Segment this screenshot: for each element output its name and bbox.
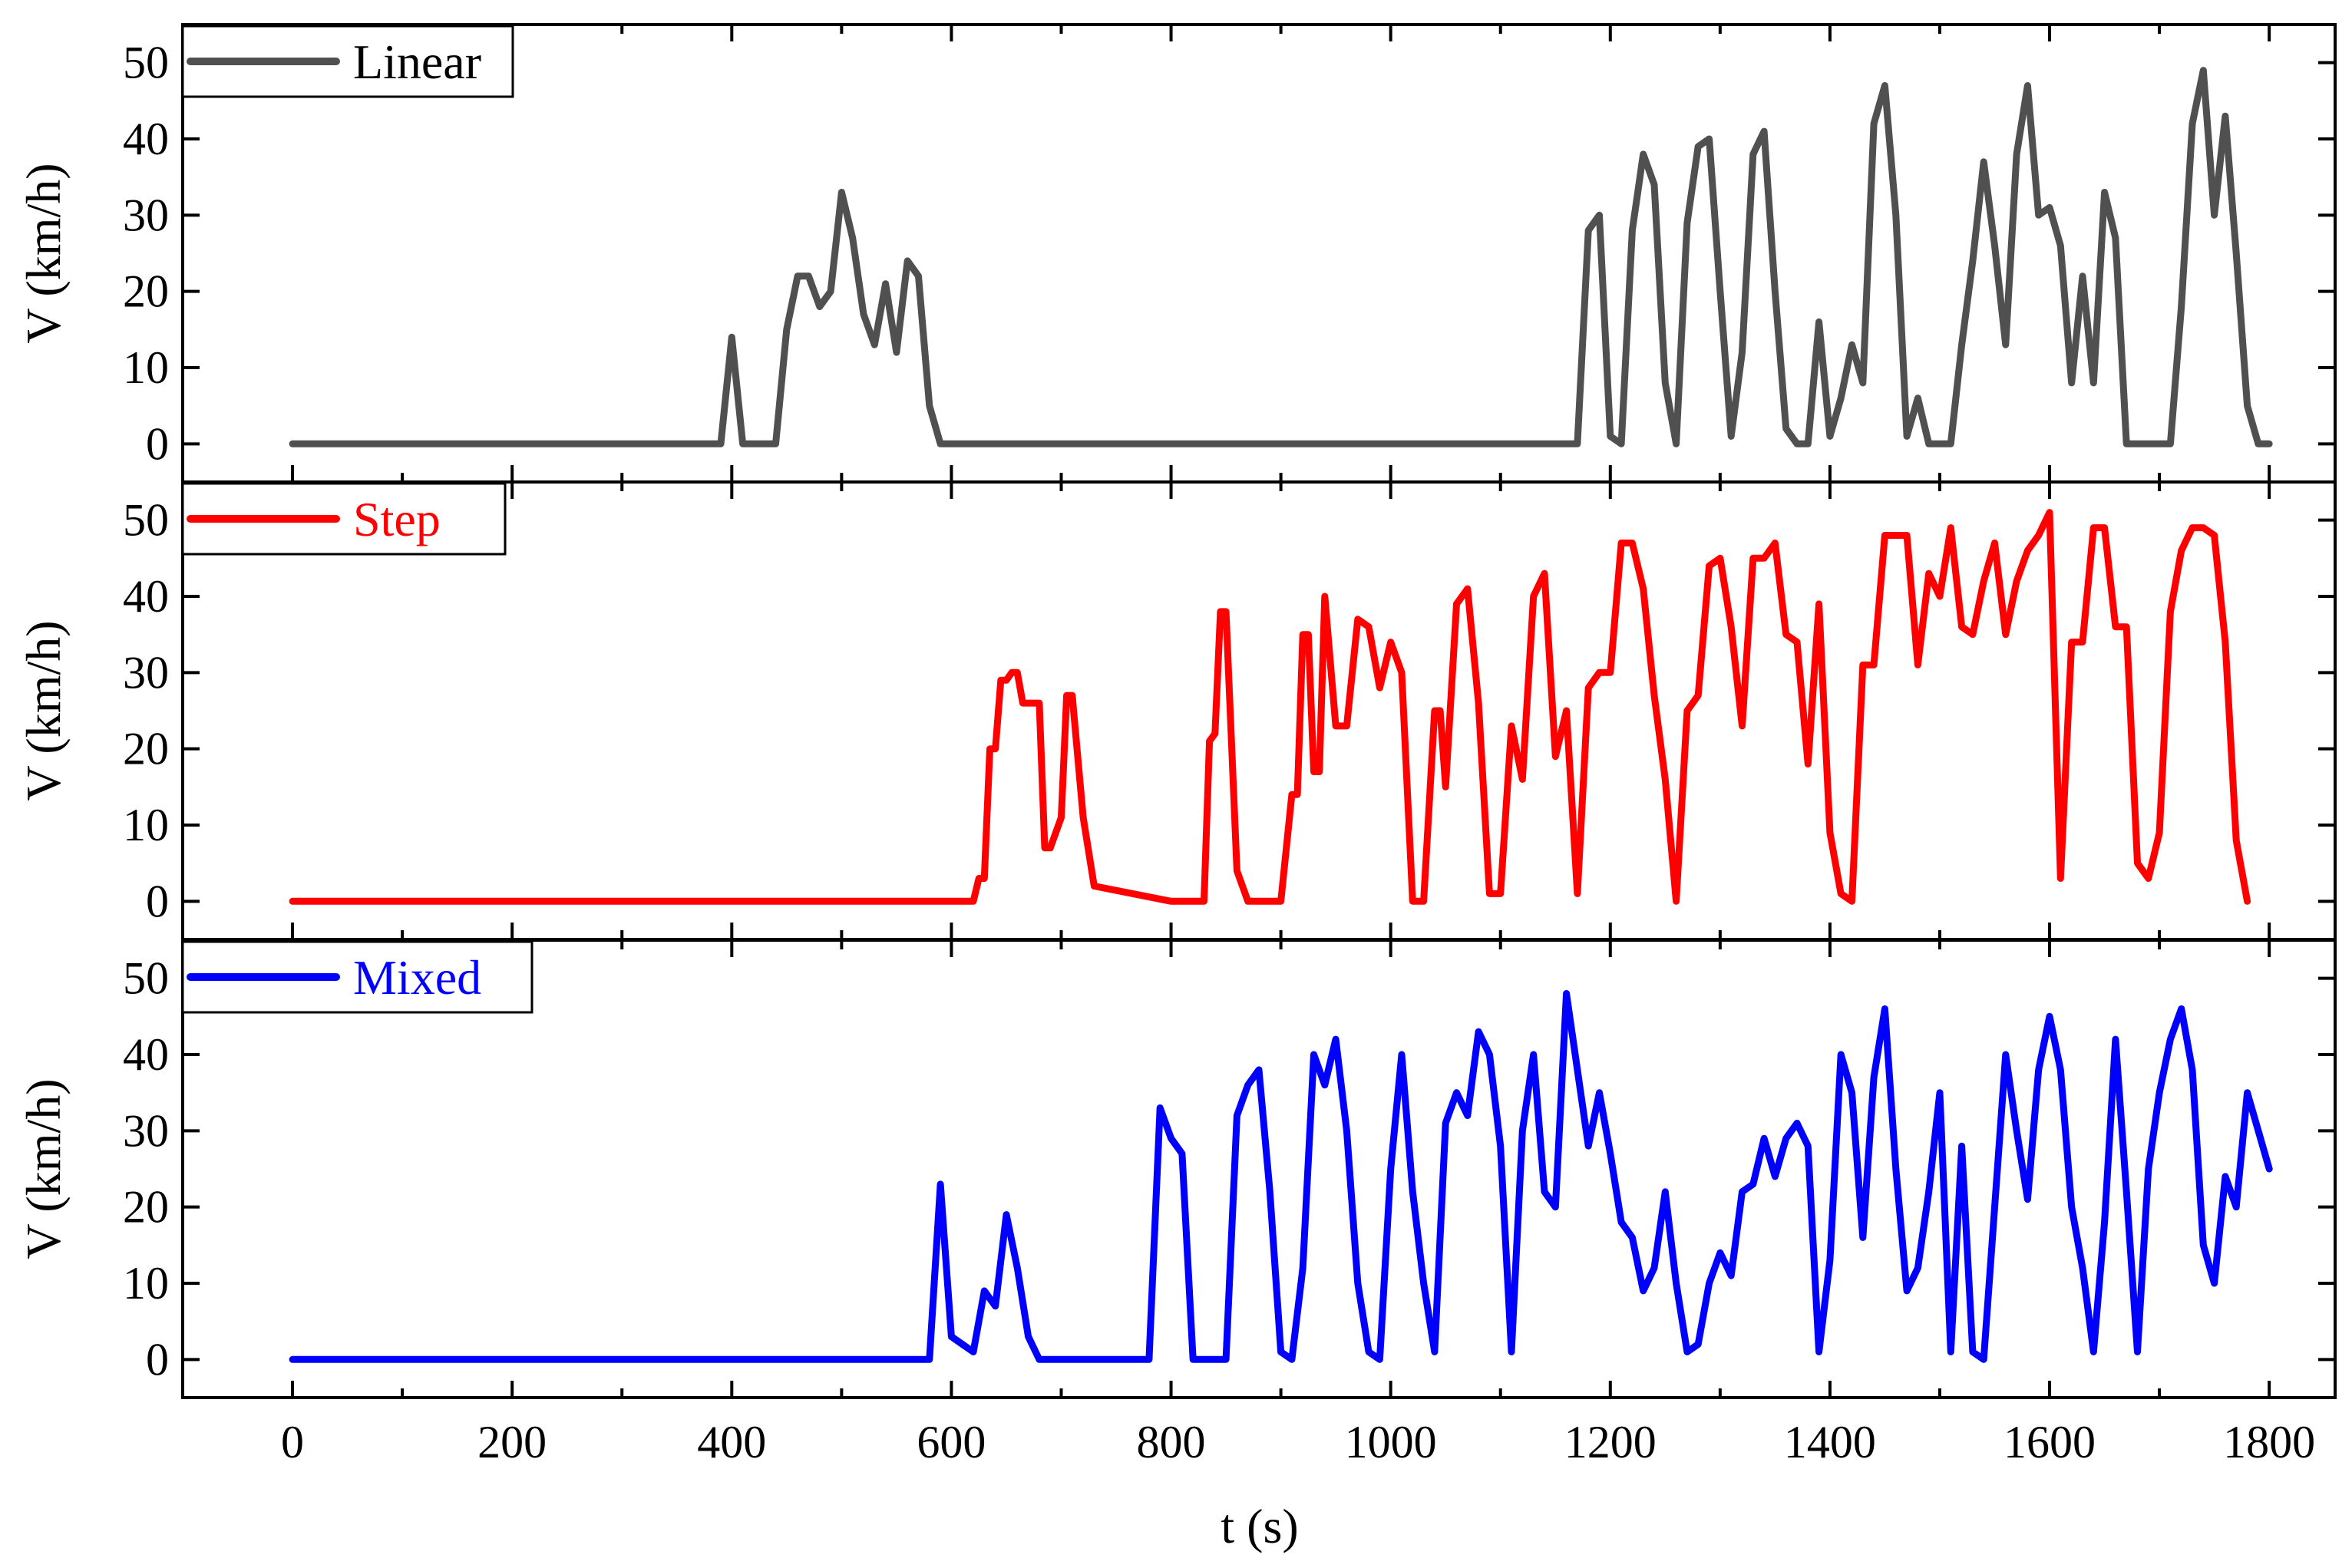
x-tick-label: 0 <box>281 1417 304 1467</box>
y-tick-label: 0 <box>146 1334 169 1385</box>
y-tick-label: 10 <box>123 800 169 850</box>
panel-frame-mixed <box>181 939 2337 1399</box>
y-axis-label: V (km/h) <box>16 1078 71 1259</box>
x-tick-label: 1000 <box>1345 1417 1437 1467</box>
y-tick-label: 40 <box>123 571 169 622</box>
y-tick-label: 40 <box>123 1029 169 1080</box>
series-line-mixed <box>289 990 2273 1363</box>
y-tick-label: 50 <box>123 495 169 546</box>
legend-step: Step <box>181 482 507 556</box>
y-tick-label: 30 <box>123 190 169 240</box>
panel-mixed: 0 10 20 30 40 50 V (km/h) Mixed <box>16 939 2337 1399</box>
y-tick-label: 30 <box>123 1105 169 1156</box>
y-tick-label: 0 <box>146 876 169 926</box>
x-tick-label: 1800 <box>2223 1417 2315 1467</box>
legend-mixed: Mixed <box>181 940 533 1014</box>
y-tick-label: 10 <box>123 342 169 393</box>
y-tick-label: 50 <box>123 953 169 1004</box>
panel-linear: 0 10 20 30 40 50 V (km/h) Linear <box>16 23 2337 484</box>
y-tick-label: 20 <box>123 266 169 317</box>
x-axis-label: t (s) <box>1221 1499 1298 1553</box>
y-tick-label: 20 <box>123 724 169 774</box>
y-tick-label: 10 <box>123 1258 169 1309</box>
x-tick-label: 1200 <box>1564 1417 1657 1467</box>
chart-panels: 0 10 20 30 40 50 V (km/h) Linear 0 10 20 30 40 50 V (k… <box>16 23 2337 1399</box>
y-axis-label: V (km/h) <box>16 620 71 801</box>
x-tick-label: 600 <box>917 1417 986 1467</box>
y-axis-label: V (km/h) <box>16 163 71 343</box>
legend-linear: Linear <box>181 25 514 98</box>
x-tick-label: 400 <box>697 1417 766 1467</box>
x-tick-label: 800 <box>1137 1417 1206 1467</box>
panel-step: 0 10 20 30 40 50 V (km/h) Step <box>16 480 2337 941</box>
legend-label: Mixed <box>353 950 481 1005</box>
y-tick-label: 50 <box>123 38 169 88</box>
y-tick-label: 30 <box>123 647 169 698</box>
legend-label: Step <box>353 492 441 546</box>
legend-label: Linear <box>353 35 481 89</box>
x-tick-label: 1600 <box>2003 1417 2096 1467</box>
x-axis-tick-labels: 0 200 400 600 800 1000 1200 1400 1600 1800 <box>281 1417 2315 1467</box>
y-tick-label: 20 <box>123 1182 169 1233</box>
y-tick-label: 40 <box>123 114 169 164</box>
series-line-linear <box>289 67 2273 447</box>
x-tick-label: 1400 <box>1784 1417 1876 1467</box>
x-tick-label: 200 <box>477 1417 547 1467</box>
series-line-step <box>289 509 2251 905</box>
y-tick-label: 0 <box>146 418 169 469</box>
